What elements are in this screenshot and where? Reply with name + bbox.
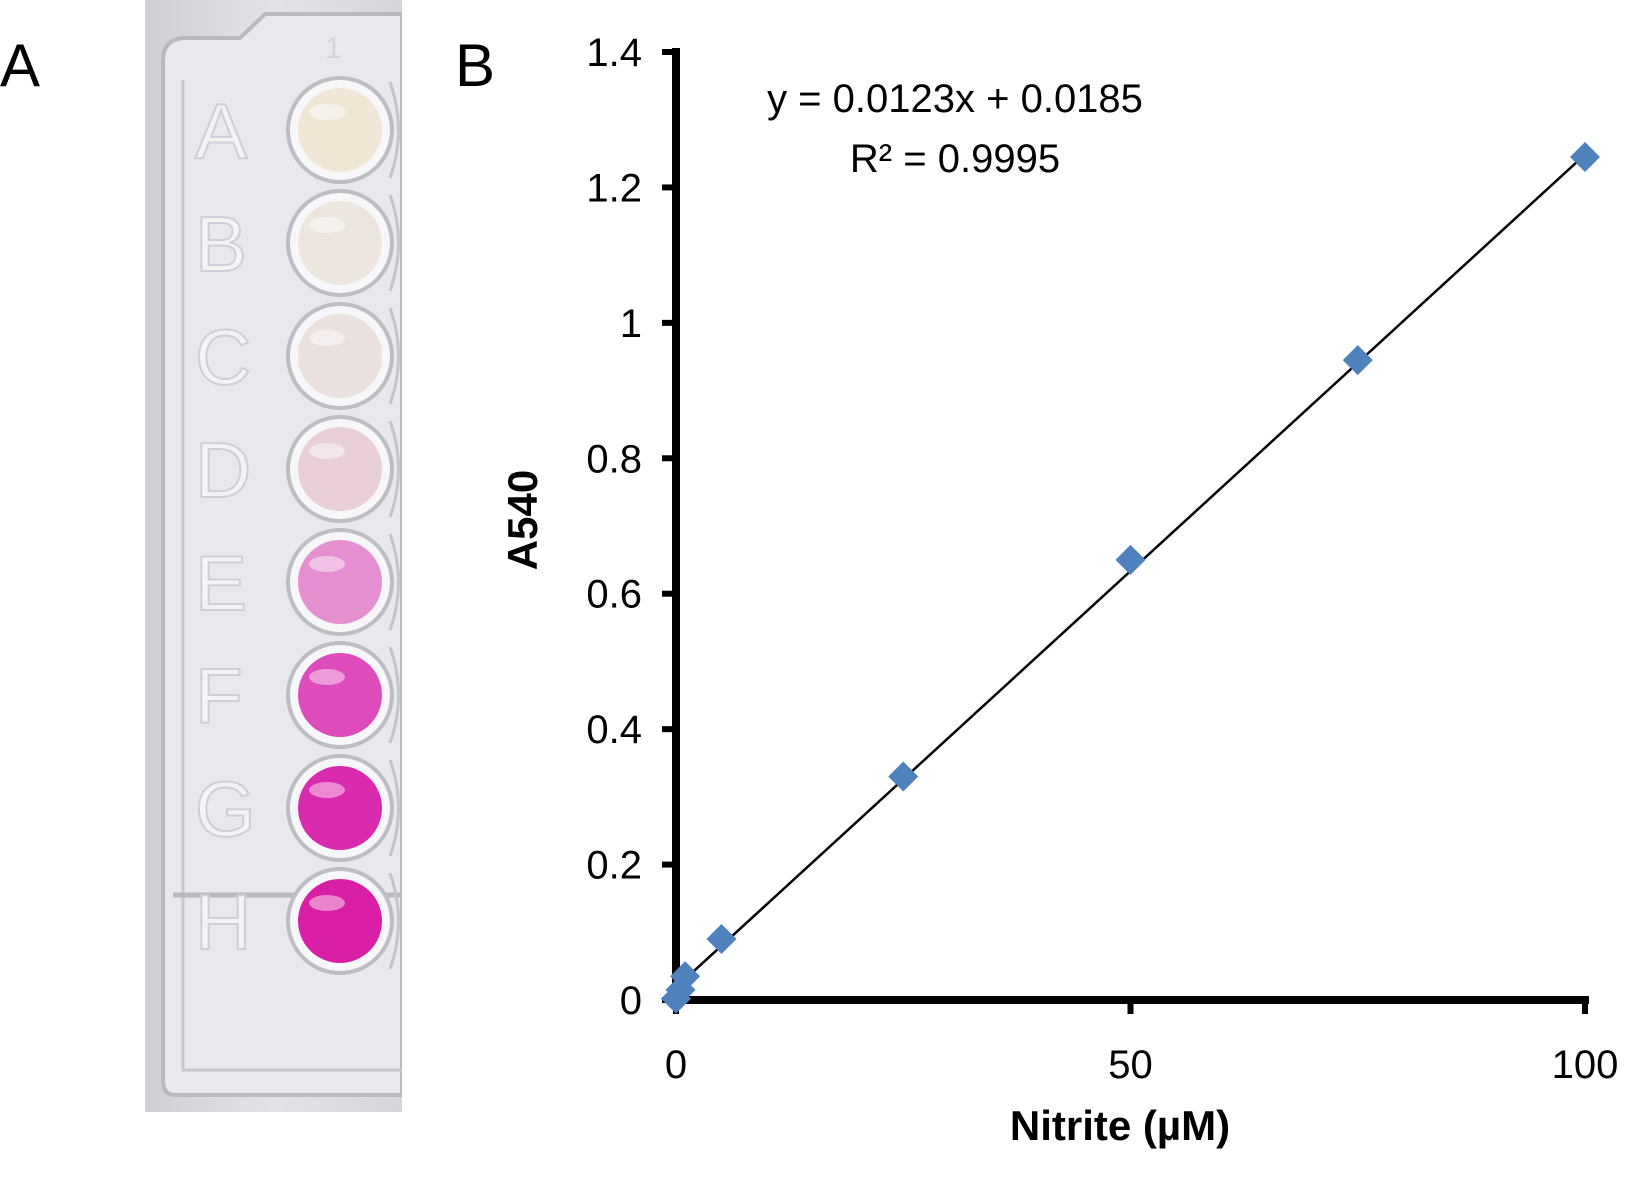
y-axis-title: A540 <box>499 470 546 570</box>
trendline-equation: y = 0.0123x + 0.0185 <box>767 77 1143 121</box>
plate-well-c <box>298 314 382 398</box>
plate-next-well-d <box>388 420 400 518</box>
plate-row-label-g: G <box>195 765 256 853</box>
y-tick-label: 1.4 <box>586 31 642 75</box>
plate-column-label: 1 <box>325 32 342 65</box>
plate-well-g <box>298 766 382 850</box>
plate-well-highlight-g <box>309 782 345 798</box>
y-tick-label: 0.6 <box>586 573 642 617</box>
plate-well-highlight-b <box>309 217 345 233</box>
plate-well-d <box>298 427 382 511</box>
y-tick-label: 0.8 <box>586 437 642 481</box>
x-tick-label: 100 <box>1552 1043 1619 1087</box>
r-squared-label: R² = 0.9995 <box>850 137 1060 181</box>
plate-well-e <box>298 540 382 624</box>
plate-well-highlight-a <box>309 104 345 120</box>
plate-next-well-b <box>388 194 400 292</box>
y-tick-label: 1 <box>620 302 642 346</box>
plate-row-label-c: C <box>195 313 251 401</box>
panel-label-a: A <box>0 32 41 99</box>
plate-inner-rim <box>181 80 402 1072</box>
plate-well-highlight-e <box>309 556 345 572</box>
x-axis-title: Nitrite (µM) <box>1010 1102 1230 1149</box>
plate-next-well-a <box>388 81 400 179</box>
y-tick-label: 0.2 <box>586 844 642 888</box>
plate-next-well-e <box>388 533 400 631</box>
plate-row-label-f: F <box>195 652 243 740</box>
plate-row-label-e: E <box>195 539 247 627</box>
plate-well-highlight-c <box>309 330 345 346</box>
plate-next-well-c <box>388 307 400 405</box>
plate-well-f <box>298 653 382 737</box>
y-tick-label: 0.4 <box>586 708 642 752</box>
x-tick-label: 0 <box>665 1043 687 1087</box>
data-point <box>706 924 737 955</box>
x-tick-label: 50 <box>1108 1043 1153 1087</box>
data-point <box>1342 345 1373 376</box>
data-point <box>1115 544 1146 575</box>
data-point <box>888 761 919 792</box>
plate-next-well-f <box>388 646 400 744</box>
data-point <box>1570 141 1600 172</box>
plate-row-label-b: B <box>195 200 247 288</box>
plate-row-label-h: H <box>195 878 251 966</box>
plate-well-highlight-d <box>309 443 345 459</box>
plate-well-h <box>298 879 382 963</box>
y-tick-label: 0 <box>620 979 642 1023</box>
plate-next-well-h <box>388 872 400 970</box>
data-point <box>670 961 701 992</box>
plate-well-highlight-f <box>309 669 345 685</box>
plate-well-highlight-h <box>309 895 345 911</box>
plate-well-b <box>298 201 382 285</box>
plate-row-label-a: A <box>195 87 247 175</box>
y-tick-label: 1.2 <box>586 166 642 210</box>
plate-well-a <box>298 88 382 172</box>
plate-next-well-g <box>388 759 400 857</box>
panel-label-b: B <box>455 32 496 99</box>
plate-row-label-d: D <box>195 426 251 514</box>
